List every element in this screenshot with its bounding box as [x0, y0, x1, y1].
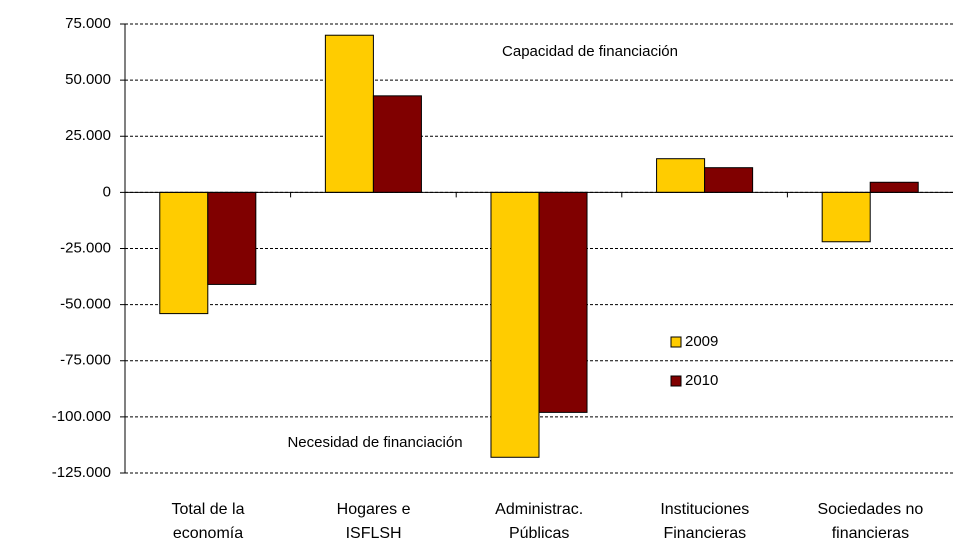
bar	[538, 191, 588, 413]
bar	[869, 181, 919, 193]
y-tick-label: -100.000	[52, 408, 111, 425]
y-tick-label: 0	[103, 183, 111, 200]
bar	[656, 158, 706, 193]
y-tick-label: -125.000	[52, 464, 111, 481]
y-tick-label: -50.000	[60, 296, 111, 313]
annotation: Capacidad de financiación	[502, 43, 678, 60]
bar	[821, 191, 871, 243]
bar	[490, 191, 540, 458]
annotation: Necesidad de financiación	[287, 434, 462, 451]
y-tick-label: 75.000	[65, 15, 111, 32]
x-tick-label: Hogares e ISFLSH	[336, 501, 411, 542]
legend-swatch	[670, 336, 682, 348]
y-tick-label: -75.000	[60, 352, 111, 369]
legend-swatch	[670, 375, 682, 387]
bar	[159, 191, 209, 315]
y-tick-label: 25.000	[65, 127, 111, 144]
legend-label: 2010	[685, 372, 718, 389]
bar	[704, 167, 754, 193]
x-tick-label: Administrac. Públicas	[495, 501, 584, 542]
x-tick-label: Instituciones Financieras	[660, 501, 750, 542]
x-tick-label: Sociedades no financieras	[817, 501, 924, 542]
bar	[324, 34, 374, 193]
y-tick-label: -25.000	[60, 239, 111, 256]
x-tick-label: Total de la economía	[171, 501, 245, 542]
bar	[372, 95, 422, 193]
legend-label: 2009	[685, 333, 718, 350]
bar	[207, 191, 257, 285]
y-tick-label: 50.000	[65, 71, 111, 88]
